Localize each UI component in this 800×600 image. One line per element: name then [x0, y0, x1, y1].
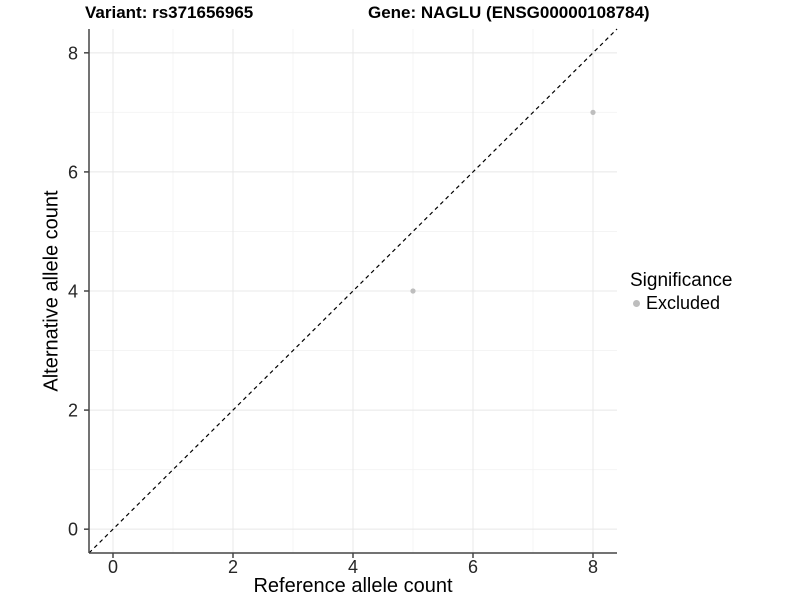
y-tick-label: 4	[68, 282, 78, 302]
x-axis-title: Reference allele count	[253, 575, 453, 597]
plot-title-variant: Variant: rs371656965	[85, 3, 254, 22]
legend-items: Excluded	[630, 293, 732, 314]
legend-title: Significance	[630, 270, 733, 291]
y-tick-label: 2	[68, 401, 78, 421]
data-point	[590, 109, 596, 115]
x-tick-label: 8	[588, 557, 598, 577]
y-tick-label: 8	[68, 43, 78, 63]
identity-reference-line	[88, 28, 618, 554]
plot-title-gene: Gene: NAGLU (ENSG00000108784)	[368, 3, 650, 22]
legend-item-label: Excluded	[646, 293, 721, 313]
data-point	[410, 288, 416, 294]
y-axis-title: Alternative allele count	[40, 190, 63, 392]
legend-point-icon	[633, 300, 640, 307]
x-tick-label: 2	[228, 557, 238, 577]
x-tick-label: 0	[108, 557, 118, 577]
y-tick-label: 6	[68, 162, 78, 182]
legend-item: Excluded	[630, 293, 732, 314]
y-tick-label: 0	[68, 520, 78, 540]
x-tick-label: 6	[468, 557, 478, 577]
legend: Significance Excluded	[630, 270, 732, 314]
x-tick-label: 4	[348, 557, 358, 577]
